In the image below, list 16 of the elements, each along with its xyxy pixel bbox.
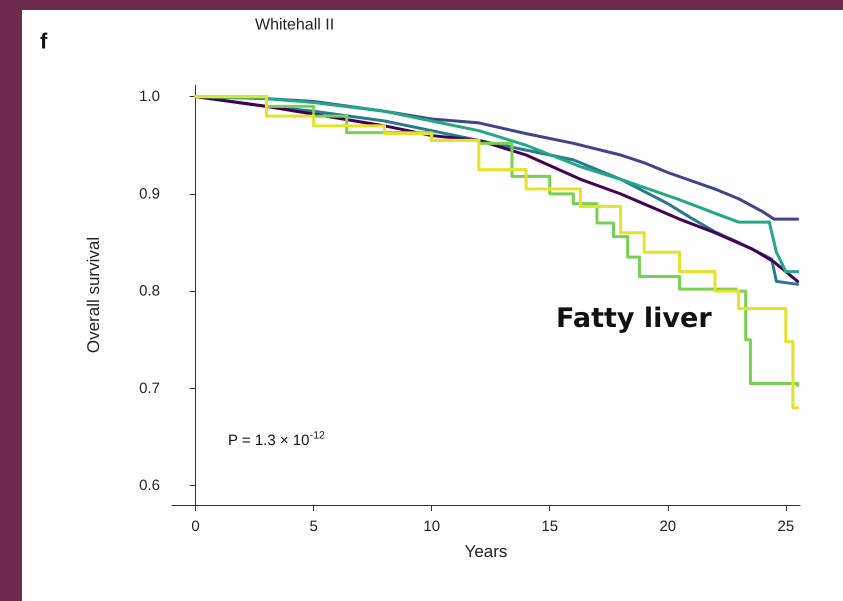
text: f — [40, 28, 48, 54]
y-axis-title: Overall survival — [84, 236, 103, 354]
x-tick-label: 15 — [541, 518, 558, 535]
x-axis-title: Years — [464, 542, 508, 561]
x-tick-label: 10 — [423, 518, 440, 535]
y-tick-label: 0.7 — [139, 380, 160, 397]
y-tick-label: 0.9 — [139, 185, 160, 202]
y-tick-label: 0.6 — [139, 477, 160, 494]
x-tick-label: 5 — [309, 518, 318, 535]
chart-title: Whitehall II — [255, 16, 334, 34]
x-tick-label: 20 — [659, 518, 676, 535]
x-tick-label: 0 — [191, 518, 200, 535]
y-tick-label: 1.0 — [139, 88, 160, 106]
x-tick-label: 25 — [777, 518, 794, 535]
y-tick-label: 0.8 — [139, 282, 160, 300]
annotation: Fatty liver — [556, 303, 712, 334]
